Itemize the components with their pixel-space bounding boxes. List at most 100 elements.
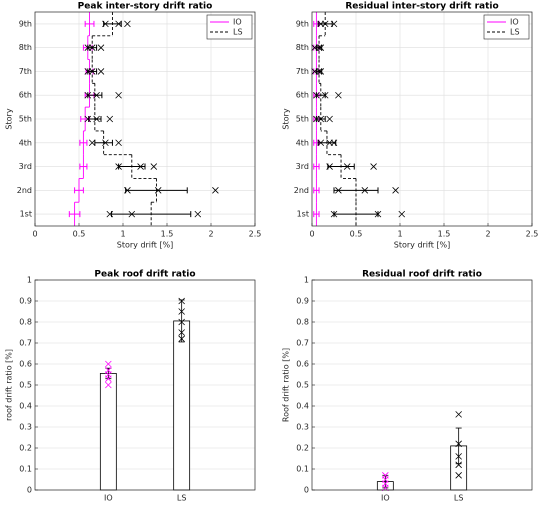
data-point	[455, 461, 462, 469]
data-point	[370, 163, 377, 170]
data-point	[382, 472, 389, 479]
y-tick-label: 0.5	[296, 381, 309, 390]
data-point	[392, 187, 399, 194]
data-point	[455, 472, 462, 479]
x-tick-label: 2	[208, 230, 213, 239]
legend	[206, 14, 253, 40]
legend-label: LS	[510, 28, 520, 37]
data-point	[88, 139, 96, 147]
y-tick-label: 2nd	[17, 186, 32, 195]
data-point	[105, 367, 112, 374]
y-tick-label: 4th	[19, 138, 32, 147]
y-tick-label: 0.5	[19, 381, 32, 390]
y-tick-label: 7th	[19, 67, 32, 76]
data-point	[178, 308, 185, 315]
data-point	[178, 335, 185, 343]
x-tick-label: 0.5	[350, 230, 363, 239]
x-tick-label: 1	[397, 230, 402, 239]
y-axis-label: Story	[5, 108, 14, 129]
y-tick-label: 5th	[296, 115, 309, 124]
data-point	[178, 318, 185, 326]
y-axis-label: roof drift ratio [%]	[5, 349, 14, 421]
y-tick-label: 8th	[19, 43, 32, 52]
y-tick-label: 0.1	[19, 465, 32, 474]
x-tick-label: 0.5	[73, 230, 86, 239]
y-tick-label: 9th	[19, 19, 32, 28]
y-tick-label: 1st	[297, 210, 309, 219]
data-point	[84, 115, 92, 123]
x-tick-label: 0	[32, 230, 37, 239]
legend-label: IO	[510, 18, 519, 27]
chart-title: Peak roof drift ratio	[94, 270, 195, 280]
data-point	[455, 453, 462, 460]
y-tick-label: 6th	[296, 91, 309, 100]
y-tick-label: 0.3	[19, 423, 32, 432]
data-point	[194, 210, 202, 218]
data-point	[97, 44, 105, 51]
data-point	[455, 411, 462, 418]
y-tick-label: 3rd	[296, 162, 309, 171]
y-tick-label: 0.2	[296, 444, 309, 453]
y-tick-label: 0	[27, 486, 32, 495]
data-point	[97, 68, 105, 75]
data-point	[106, 115, 114, 123]
y-axis-label: Roof drift ratio [%]	[282, 348, 291, 422]
data-point	[335, 91, 342, 99]
y-tick-label: 0.8	[19, 318, 32, 327]
x-tick-label: 2.5	[249, 230, 262, 239]
y-axis-label: Story	[282, 108, 291, 129]
x-tick-label: 1.5	[161, 230, 174, 239]
x-tick-label: 2.5	[526, 230, 539, 239]
y-tick-label: 7th	[296, 67, 309, 76]
data-point	[178, 297, 185, 305]
x-tick-label: 1	[120, 230, 125, 239]
legend-label: IO	[233, 18, 242, 27]
y-tick-label: 0.7	[19, 339, 32, 348]
data-point	[115, 91, 122, 99]
data-point	[150, 163, 158, 170]
axes-frame	[34, 11, 256, 227]
y-tick-label: 9th	[296, 19, 309, 28]
y-tick-label: 2nd	[294, 186, 309, 195]
y-tick-label: 0	[304, 486, 309, 495]
y-tick-label: 0.6	[19, 360, 32, 369]
x-tick-label: 2	[485, 230, 490, 239]
y-tick-label: 0.6	[296, 360, 309, 369]
x-axis-label: Story drift [%]	[117, 241, 173, 250]
y-tick-label: 0.9	[296, 297, 309, 306]
axes-frame	[311, 11, 533, 227]
bar	[173, 320, 191, 491]
data-point	[398, 210, 406, 218]
data-point	[115, 139, 122, 147]
y-tick-label: 3rd	[19, 162, 32, 171]
y-tick-label: 0.3	[296, 423, 309, 432]
x-axis-label: Story drift [%]	[394, 241, 450, 250]
data-point	[178, 329, 185, 336]
data-point	[326, 115, 333, 123]
chart-title: Residual inter-story drift ratio	[345, 2, 498, 12]
y-tick-label: 0.8	[296, 318, 309, 327]
y-tick-label: 0.9	[19, 297, 32, 306]
y-tick-label: 0.4	[19, 402, 32, 411]
y-tick-label: 4th	[296, 138, 309, 147]
y-tick-label: 1st	[20, 210, 32, 219]
x-tick-label: IO	[381, 494, 390, 503]
y-tick-label: 0.7	[296, 339, 309, 348]
axes-frame	[34, 279, 256, 491]
axes-frame	[311, 279, 533, 491]
x-tick-label: 0	[309, 230, 314, 239]
x-tick-label: IO	[104, 494, 113, 503]
data-point	[212, 187, 219, 194]
y-tick-label: 0.1	[296, 465, 309, 474]
y-tick-label: 6th	[19, 91, 32, 100]
legend-label: LS	[233, 28, 243, 37]
data-point	[124, 20, 131, 28]
data-point	[455, 440, 462, 448]
x-tick-label: LS	[177, 494, 187, 503]
chart-title: Peak inter-story drift ratio	[78, 2, 213, 12]
y-tick-label: 1	[27, 276, 32, 285]
y-tick-label: 8th	[296, 43, 309, 52]
bar	[99, 373, 117, 491]
chart-title: Residual roof drift ratio	[362, 270, 482, 280]
